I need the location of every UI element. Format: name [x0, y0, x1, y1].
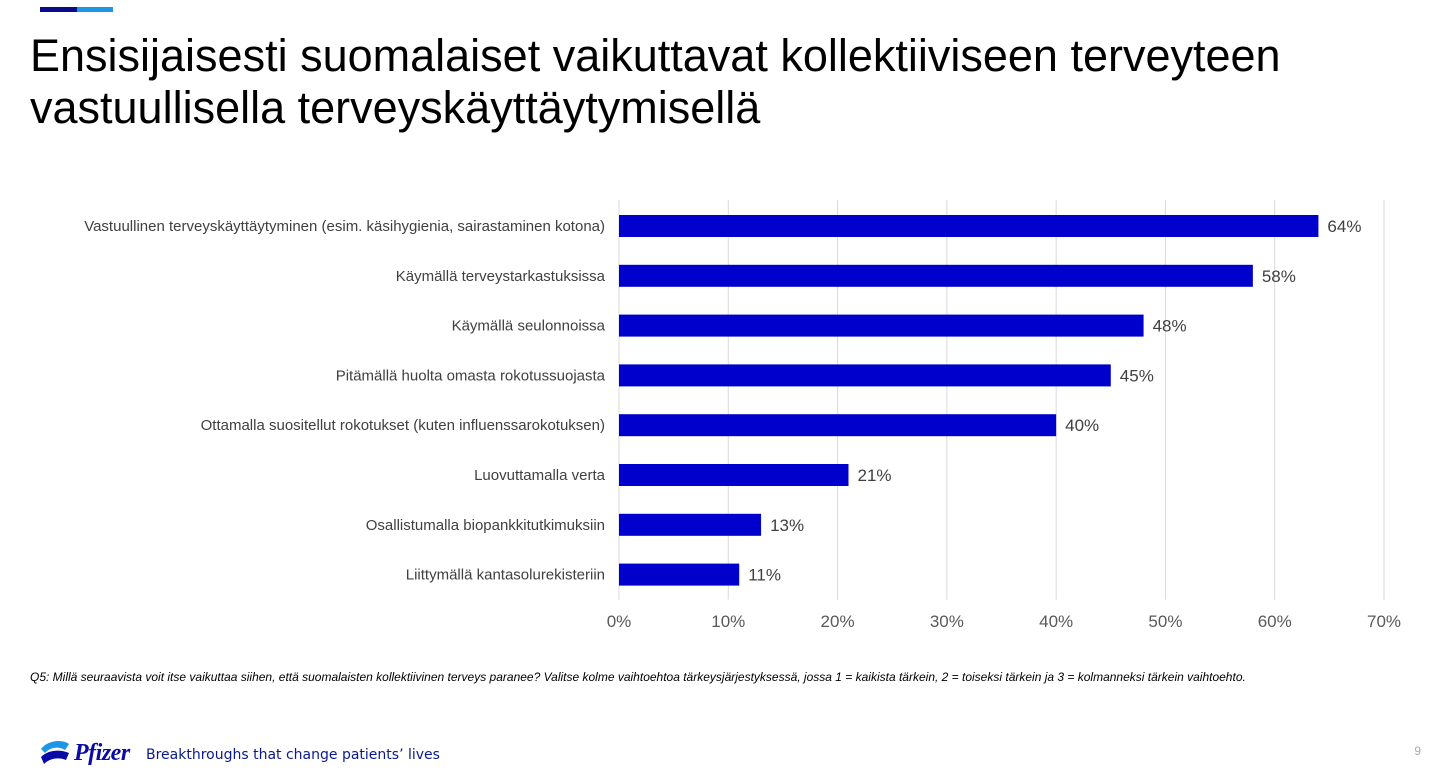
chart-value-labels: 64% 58% 48% 45% 40% 21% 13% 11% [748, 217, 1361, 585]
pfizer-logo: Pfizer [38, 733, 130, 773]
x-tick-label: 20% [821, 612, 855, 631]
value-label: 13% [770, 516, 804, 535]
bar [619, 215, 1319, 237]
bar [619, 414, 1057, 437]
bar-chart: Vastuullinen terveyskäyttäytyminen (esim… [84, 200, 1401, 631]
chart-gridlines [618, 200, 1385, 600]
value-label: 58% [1262, 267, 1296, 286]
bar [619, 364, 1111, 387]
value-label: 21% [858, 466, 892, 485]
category-label: Käymällä seulonnoissa [452, 318, 606, 335]
bar [619, 513, 762, 536]
slide-title: Ensisijaisesti suomalaiset vaikuttavat k… [30, 30, 1430, 134]
chart-bars [619, 215, 1319, 586]
x-tick-label: 0% [607, 612, 632, 631]
tagline: Breakthroughs that change patients’ live… [146, 747, 440, 763]
value-label: 11% [748, 566, 781, 585]
value-label: 64% [1327, 217, 1361, 236]
chart-category-labels: Vastuullinen terveyskäyttäytyminen (esim… [84, 218, 605, 584]
title-accent-bar [40, 7, 113, 12]
category-label: Osallistumalla biopankkitutkimuksiin [366, 517, 605, 534]
bar [619, 314, 1144, 337]
accent-segment-dark [40, 7, 77, 12]
category-label: Luovuttamalla verta [474, 467, 606, 484]
pfizer-logo-icon [41, 741, 69, 764]
category-label: Vastuullinen terveyskäyttäytyminen (esim… [84, 218, 605, 235]
x-tick-label: 10% [711, 612, 745, 631]
bar [619, 264, 1253, 287]
x-tick-label: 50% [1148, 612, 1182, 631]
bar [619, 563, 740, 586]
question-footnote: Q5: Millä seuraavista voit itse vaikutta… [30, 670, 1246, 684]
slide-title-line1: Ensisijaisesti suomalaiset vaikuttavat k… [30, 30, 1281, 81]
value-label: 45% [1120, 366, 1154, 385]
category-label: Ottamalla suositellut rokotukset (kuten … [201, 417, 605, 434]
accent-segment-light [77, 7, 113, 12]
category-label: Pitämällä huolta omasta rokotussuojasta [336, 367, 606, 384]
chart-x-tick-labels: 0% 10% 20% 30% 40% 50% 60% 70% [607, 612, 1401, 631]
x-tick-label: 60% [1258, 612, 1292, 631]
x-tick-label: 70% [1367, 612, 1401, 631]
category-label: Käymällä terveystarkastuksissa [396, 268, 606, 285]
category-label: Liittymällä kantasolurekisteriin [406, 567, 605, 584]
value-label: 48% [1153, 317, 1187, 336]
page-number: 9 [1414, 744, 1421, 758]
slide-title-line2: vastuullisella terveyskäyttäytymisellä [30, 82, 761, 133]
x-tick-label: 30% [930, 612, 964, 631]
bar [619, 464, 849, 486]
value-label: 40% [1065, 416, 1099, 435]
pfizer-wordmark: Pfizer [74, 739, 130, 766]
x-tick-label: 40% [1039, 612, 1073, 631]
